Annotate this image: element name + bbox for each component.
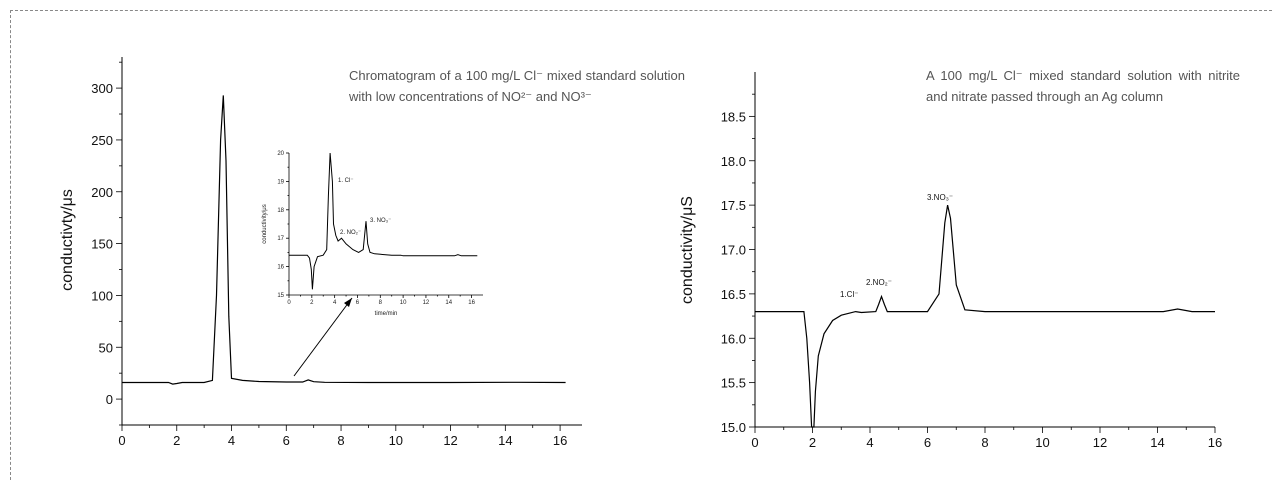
y-tick-label: 150 — [91, 237, 113, 252]
right-peak-label-no3: 3.NO₃⁻ — [927, 193, 953, 202]
x-tick-label: 0 — [118, 433, 125, 448]
inset-chart: 0 2 4 6 8 10 12 14 16 15 16 17 18 19 20 time/min cond… — [262, 151, 483, 317]
y-tick-label: 18.5 — [721, 109, 746, 124]
x-tick-label: 6 — [283, 433, 290, 448]
right-chart: 0 2 4 6 8 10 12 14 16 15.0 15.5 16.0 16.5 17.0 17.5 18… — [679, 72, 1222, 450]
y-tick-label: 19 — [277, 179, 284, 185]
x-tick-label: 4 — [866, 435, 873, 450]
left-y-ticks: 0 50 100 150 200 250 300 — [91, 61, 122, 426]
y-tick-label: 17 — [277, 236, 284, 242]
right-peak-label-no2: 2.NO₂⁻ — [866, 278, 892, 287]
y-tick-label: 300 — [91, 81, 113, 96]
y-tick-label: 18.0 — [721, 154, 746, 169]
y-tick-label: 16 — [277, 265, 284, 271]
y-tick-label: 16.0 — [721, 331, 746, 346]
inset-peak-label-no3: 3. NO₃⁻ — [370, 218, 391, 224]
y-tick-label: 17.0 — [721, 243, 746, 258]
x-tick-label: 4 — [333, 300, 337, 306]
inset-peak-label-cl: 1. Cl⁻ — [338, 178, 354, 184]
x-tick-label: 6 — [924, 435, 931, 450]
x-tick-label: 10 — [400, 300, 407, 306]
y-tick-label: 16.5 — [721, 287, 746, 302]
x-tick-label: 14 — [498, 433, 512, 448]
inset-arrow-head — [344, 298, 352, 307]
y-tick-label: 15.5 — [721, 376, 746, 391]
inset-arrow — [293, 297, 353, 377]
x-tick-label: 2 — [310, 300, 314, 306]
figure-frame — [10, 10, 1272, 480]
x-tick-label: 12 — [423, 300, 430, 306]
left-series-line — [122, 95, 566, 385]
x-tick-label: 16 — [468, 300, 475, 306]
right-y-axis-label: conductivity/μS — [679, 196, 696, 304]
inset-series-line — [289, 152, 478, 290]
right-chart-title: A 100 mg/L Cl⁻ mixed standard solution w… — [926, 68, 1240, 104]
inset-peak-label-no2: 2. NO₂⁻ — [340, 230, 361, 236]
inset-x-ticks: 0 2 4 6 8 10 12 14 16 — [287, 295, 476, 306]
inset-y-axis-label: conductivity/μs — [262, 204, 268, 243]
left-chart-title: Chromatogram of a 100 mg/L Cl⁻ mixed sta… — [349, 68, 685, 104]
right-series-line — [755, 204, 1215, 428]
right-x-ticks: 0 2 4 6 8 10 12 14 16 — [751, 427, 1222, 450]
x-tick-label: 8 — [981, 435, 988, 450]
y-tick-label: 100 — [91, 288, 113, 303]
y-tick-label: 0 — [106, 392, 113, 407]
x-tick-label: 6 — [356, 300, 360, 306]
x-tick-label: 16 — [553, 433, 567, 448]
x-tick-label: 8 — [379, 300, 383, 306]
x-tick-label: 10 — [1035, 435, 1049, 450]
x-tick-label: 14 — [445, 300, 452, 306]
x-tick-label: 16 — [1208, 435, 1222, 450]
y-tick-label: 50 — [99, 340, 113, 355]
x-tick-label: 14 — [1150, 435, 1164, 450]
right-peak-label-cl: 1.Cl⁻ — [840, 290, 858, 299]
x-tick-label: 2 — [809, 435, 816, 450]
y-tick-label: 18 — [277, 208, 284, 214]
y-tick-label: 20 — [277, 151, 284, 157]
left-x-ticks: 0 2 4 6 8 10 12 14 16 — [118, 425, 567, 448]
inset-x-axis-label: time/min — [375, 311, 398, 317]
x-tick-label: 4 — [228, 433, 235, 448]
x-tick-label: 10 — [389, 433, 403, 448]
x-tick-label: 12 — [443, 433, 457, 448]
left-y-axis-label: conductivty/μs — [59, 189, 76, 291]
x-tick-label: 2 — [173, 433, 180, 448]
y-tick-label: 250 — [91, 133, 113, 148]
y-tick-label: 17.5 — [721, 198, 746, 213]
inset-y-ticks: 15 16 17 18 19 20 — [277, 151, 289, 299]
x-tick-label: 8 — [337, 433, 344, 448]
y-tick-label: 15 — [277, 293, 284, 299]
x-tick-label: 0 — [287, 300, 291, 306]
y-tick-label: 200 — [91, 185, 113, 200]
x-tick-label: 0 — [751, 435, 758, 450]
x-tick-label: 12 — [1093, 435, 1107, 450]
y-tick-label: 15.0 — [721, 420, 746, 435]
right-y-ticks: 15.0 15.5 16.0 16.5 17.0 17.5 18.0 18.5 — [721, 93, 755, 435]
